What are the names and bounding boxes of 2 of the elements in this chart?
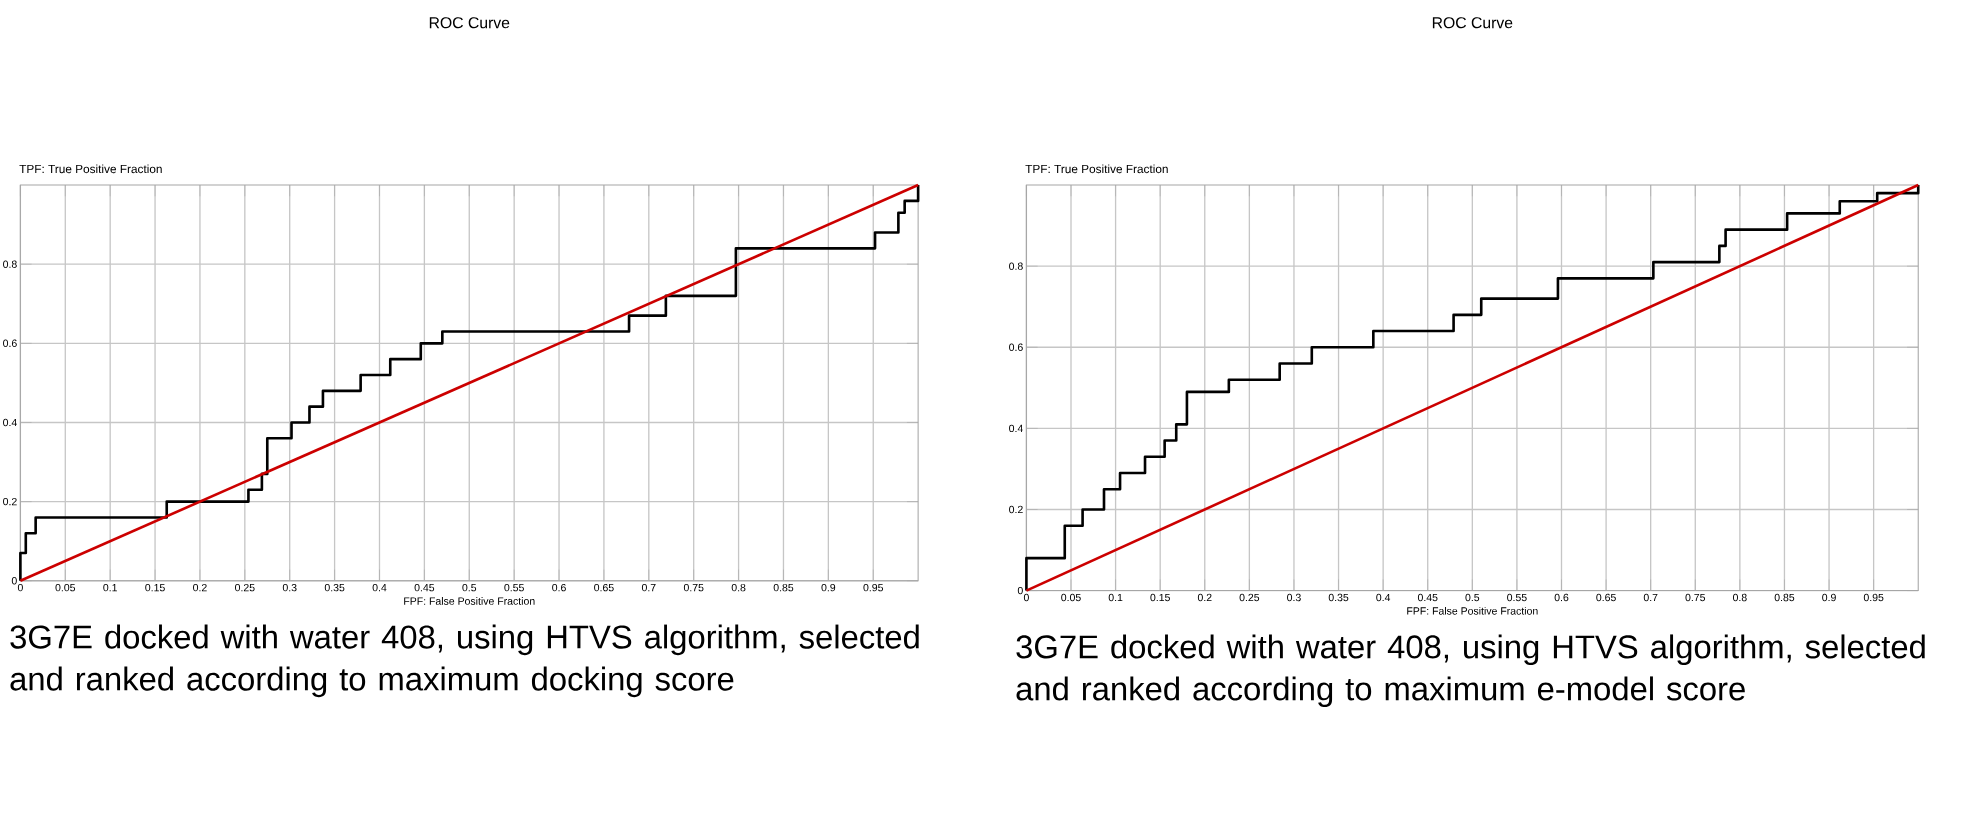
text: 3G7E docked with water 408, using HTVS algorithm, selected and ranked according to maximum docking score	[10, 624, 919, 697]
text: 3G7E docked with water 408, using HTVS algorithm, selected and ranked according to maximum e-model score	[1016, 633, 1925, 707]
